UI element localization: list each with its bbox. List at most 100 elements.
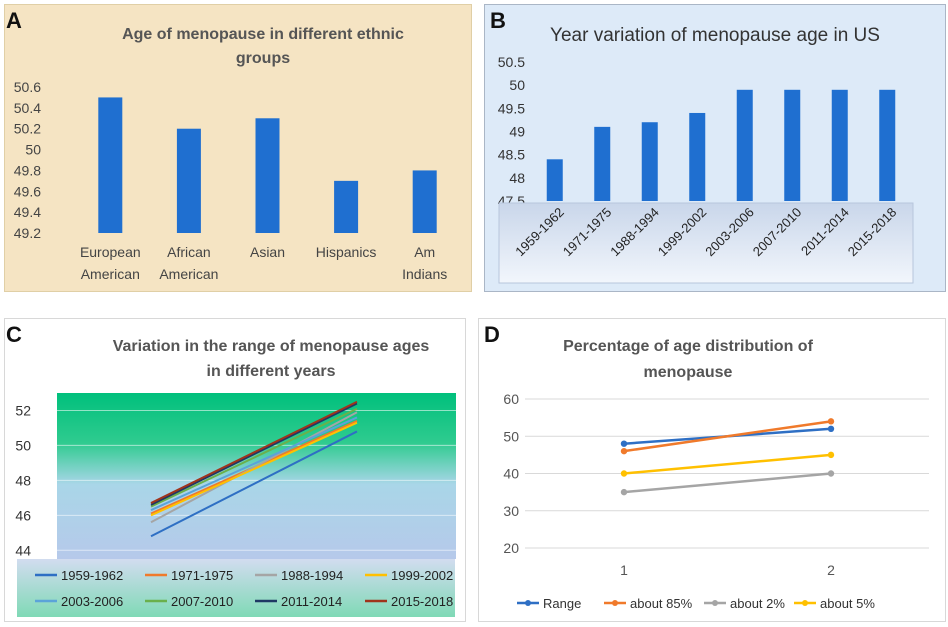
chart-a-category-label: Indians <box>402 266 447 282</box>
chart-d-ytick: 50 <box>503 428 519 444</box>
chart-d-point <box>620 447 628 455</box>
chart-b-ytick: 48 <box>509 170 525 186</box>
chart-a-bar <box>412 170 437 233</box>
chart-c-legend-label: 1999-2002 <box>391 568 453 583</box>
chart-c-series-line <box>150 402 358 506</box>
chart-d-legend-marker <box>802 600 808 606</box>
chart-b-panel: Year variation of menopause age in US 47.… <box>484 4 946 292</box>
chart-a-category-label: Am <box>414 244 435 260</box>
chart-c-ytick: 44 <box>15 542 31 558</box>
chart-a-ytick: 50.4 <box>14 100 41 116</box>
chart-a-svg: Age of menopause in different ethnic grou… <box>14 26 448 282</box>
chart-c-plot-area <box>57 393 456 559</box>
chart-c-ytick: 52 <box>15 402 31 418</box>
chart-a-ytick: 50.2 <box>14 121 41 137</box>
chart-d-series-line <box>623 453 832 475</box>
chart-d-point <box>827 425 835 432</box>
chart-d-title-line: menopause <box>644 364 733 381</box>
chart-b-bar <box>831 89 848 201</box>
chart-c-series-line <box>150 430 358 538</box>
chart-d-ytick: 60 <box>503 391 519 407</box>
chart-d-legend-label: about 2% <box>730 596 785 611</box>
panel-c-letter: C <box>6 322 22 347</box>
chart-b-svg: Year variation of menopause age in US47.… <box>498 25 914 284</box>
chart-c-title-line: Variation in the range of menopause ages <box>113 338 430 355</box>
chart-a-panel: Age of menopause in different ethnic grou… <box>4 4 472 292</box>
chart-b-bar <box>689 112 706 201</box>
chart-a-ytick: 50.6 <box>14 79 41 95</box>
chart-a-ytick: 49.8 <box>14 162 41 178</box>
chart-b-ytick: 50 <box>509 77 525 93</box>
chart-c-ytick: 50 <box>15 437 31 453</box>
chart-d-xtick: 2 <box>827 562 835 578</box>
chart-c-ytick: 48 <box>15 472 31 488</box>
chart-c-legend-label: 1971-1975 <box>171 568 233 583</box>
chart-a-bar <box>176 128 201 233</box>
chart-d-xtick: 1 <box>620 562 628 578</box>
chart-d-ytick: 20 <box>503 540 519 556</box>
chart-d-point <box>620 488 628 496</box>
chart-d-panel: Percentage of age distribution of menopau… <box>478 318 946 622</box>
chart-d-series-line <box>623 472 832 494</box>
chart-d-point <box>620 440 628 447</box>
chart-b-bar <box>784 89 801 201</box>
chart-c-legend-label: 1959-1962 <box>61 568 123 583</box>
chart-b-ytick: 50.5 <box>498 54 525 70</box>
chart-a-category-label: African <box>167 244 211 260</box>
chart-a-ytick: 49.2 <box>14 225 41 241</box>
chart-c-series-line <box>150 411 358 524</box>
chart-d-point <box>827 451 835 459</box>
chart-d-svg: Percentage of age distribution of menopau… <box>503 338 929 611</box>
chart-d-title-line: Percentage of age distribution of <box>563 338 813 355</box>
chart-c-svg: Variation in the range of menopause ages… <box>15 338 456 617</box>
chart-c-series-line <box>150 416 358 511</box>
chart-a-category-label: Hispanics <box>316 244 377 260</box>
chart-d-point <box>620 470 628 477</box>
chart-a-category-label: European <box>80 244 141 260</box>
panel-d-letter: D <box>484 322 500 347</box>
chart-d-ytick: 30 <box>503 503 519 519</box>
chart-b-ytick: 49.5 <box>498 100 525 116</box>
chart-b-title: Year variation of menopause age in US <box>550 25 880 46</box>
panel-a-letter: A <box>6 8 22 33</box>
chart-c-legend-background <box>17 559 455 617</box>
chart-a-bar <box>98 97 123 233</box>
chart-c-legend-label: 2003-2006 <box>61 594 123 609</box>
chart-d-legend-marker <box>612 600 618 606</box>
chart-a-ytick: 50 <box>25 142 41 158</box>
chart-c-series-line <box>150 400 358 504</box>
chart-d-legend-label: about 85% <box>630 596 693 611</box>
chart-b-bar <box>546 159 563 201</box>
chart-c-series-line <box>150 407 358 508</box>
chart-b-bar <box>641 122 658 201</box>
chart-b-bar <box>736 89 753 201</box>
chart-d-legend-marker <box>525 600 531 606</box>
chart-c-legend-label: 1988-1994 <box>281 568 343 583</box>
chart-d-legend-label: about 5% <box>820 596 875 611</box>
chart-d-legend-marker <box>712 600 718 606</box>
chart-c-series-line <box>150 421 358 517</box>
chart-a-ytick: 49.4 <box>14 204 41 220</box>
chart-c-title-line: in different years <box>207 363 336 380</box>
chart-c-legend-label: 2015-2018 <box>391 594 453 609</box>
chart-b-bar <box>879 89 896 201</box>
chart-a-bar <box>334 180 359 233</box>
chart-a-category-label: American <box>159 266 218 282</box>
chart-a-title-line: groups <box>236 50 290 67</box>
chart-d-legend-label: Range <box>543 596 581 611</box>
chart-a-title-line: Age of menopause in different ethnic <box>122 26 404 43</box>
chart-d-series-line <box>623 420 832 453</box>
chart-d-ytick: 40 <box>503 466 519 482</box>
chart-c-legend-label: 2011-2014 <box>281 594 342 609</box>
chart-b-ytick: 48.5 <box>498 147 525 163</box>
chart-c-ytick: 46 <box>15 507 31 523</box>
chart-d-point <box>827 470 835 477</box>
chart-a-ytick: 49.6 <box>14 183 41 199</box>
chart-c-panel: Variation in the range of menopause ages… <box>4 318 466 622</box>
chart-a-category-label: Asian <box>250 244 285 260</box>
chart-b-category-table <box>498 202 914 284</box>
chart-a-category-label: American <box>81 266 140 282</box>
chart-b-ytick: 49 <box>509 124 525 140</box>
chart-c-legend-label: 2007-2010 <box>171 594 233 609</box>
chart-b-bar <box>594 126 611 201</box>
